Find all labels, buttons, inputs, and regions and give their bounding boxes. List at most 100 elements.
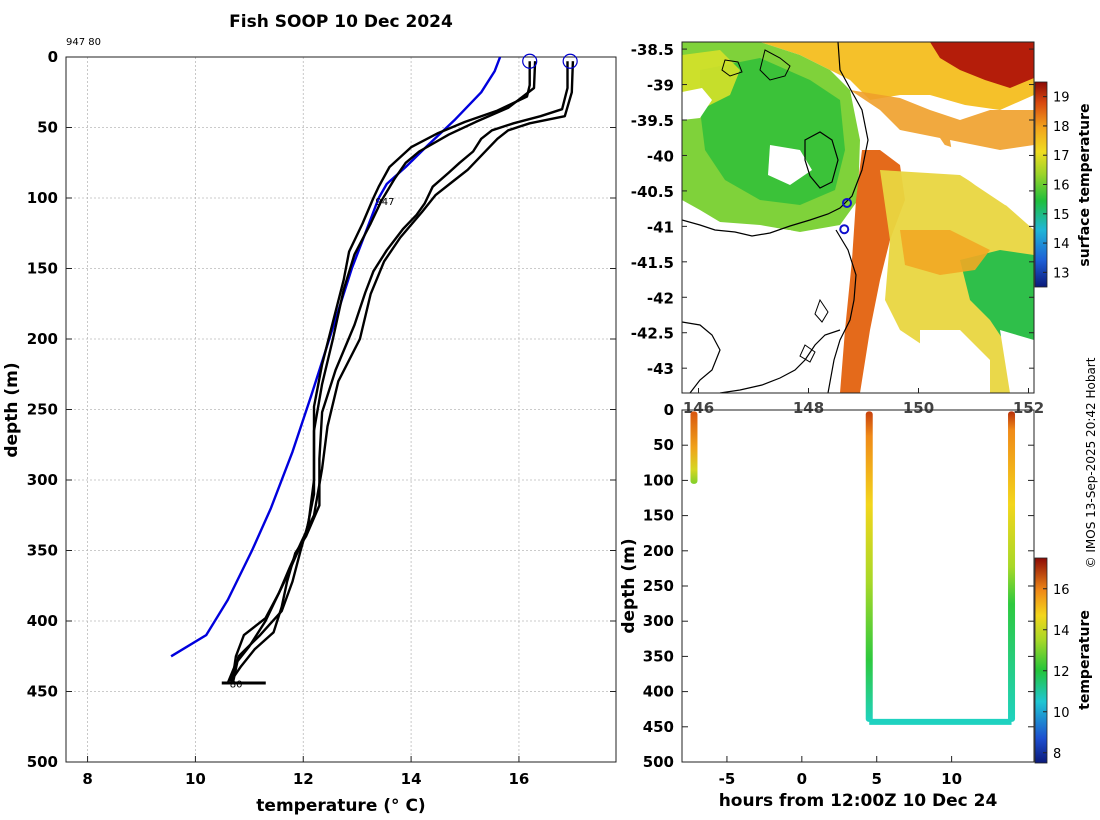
profile-y-tick-label: 150 — [27, 260, 58, 278]
coastline-islands — [721, 49, 829, 363]
map-lon-tick-label: 152 — [1013, 399, 1044, 417]
section-y-tick-label: 450 — [643, 718, 674, 736]
cloud-gap-2 — [682, 210, 835, 393]
section-x-tick-label: 5 — [872, 770, 882, 788]
map-lat-tick-label: -42.5 — [631, 325, 674, 343]
profile-top-annotation: 947 80 — [66, 37, 101, 48]
map-track-point — [842, 197, 852, 208]
section-y-tick-label: 50 — [653, 436, 674, 454]
profile-series-line — [232, 61, 537, 682]
profile-series-annotation: 80 — [230, 679, 243, 690]
profile-y-tick-label: 300 — [27, 471, 58, 489]
figure-title: Fish SOOP 10 Dec 2024 — [229, 12, 453, 32]
sst-colorbar-tick-label: 14 — [1053, 237, 1070, 252]
sst-colorbar-label: surface temperature — [1077, 103, 1093, 266]
map-lat-tick-label: -41 — [647, 218, 674, 236]
cloud-gap-4 — [900, 130, 955, 172]
profile-series-line — [226, 61, 575, 684]
profile-x-tick-label: 10 — [185, 770, 206, 788]
map-lat-tick-label: -39 — [647, 77, 674, 95]
section-x-label: hours from 12:00Z 10 Dec 24 — [719, 791, 998, 811]
profile-y-tick-label: 500 — [27, 753, 58, 771]
profile-y-tick-label: 400 — [27, 612, 58, 630]
temperature-colorbar-ticks: 8 10 12 14 16 — [1043, 583, 1070, 762]
map-track — [839, 197, 852, 235]
cloud-gap-1 — [682, 88, 712, 120]
profile-y-tick-label: 200 — [27, 330, 58, 348]
profile-x-label: temperature (° C) — [256, 796, 425, 816]
section-segment — [1008, 411, 1016, 722]
cloud-gap-6 — [920, 330, 990, 393]
temperature-colorbar-tick-label: 10 — [1053, 706, 1070, 721]
section-segments — [690, 411, 1016, 725]
section-axes-box — [681, 409, 1035, 763]
coastline-victoria — [682, 42, 869, 237]
map-lon-tick-label: 150 — [903, 399, 934, 417]
sst-colorbar-tick-label: 16 — [1053, 179, 1070, 194]
profile-y-tick-label: 250 — [27, 401, 58, 419]
profile-ticks: 8 10 12 14 16 0 50 100 150 200 250 300 350 400 450 500 — [27, 48, 616, 788]
section-y-tick-label: 100 — [643, 471, 674, 489]
profile-series-line — [170, 57, 502, 658]
map-ticks: -38.5 -39 -39.5 -40 -40.5 -41 -41.5 -42 -42.5 -43… — [631, 41, 1044, 417]
profile-y-tick-label: 350 — [27, 542, 58, 560]
profile-grid — [66, 56, 616, 763]
sst-colorbar-tick-label: 19 — [1053, 91, 1070, 106]
map-lat-tick-label: -40 — [647, 147, 674, 165]
section-x-tick-label: -5 — [719, 770, 736, 788]
map-lat-tick-label: -41.5 — [631, 254, 674, 272]
temperature-colorbar-tick-label: 14 — [1053, 624, 1070, 639]
temperature-colorbar-tick-label: 12 — [1053, 665, 1070, 680]
profile-chart: 8 10 12 14 16050100150200250300350400450500 … — [2, 37, 617, 816]
profile-x-tick-label: 14 — [401, 770, 422, 788]
map-track-point — [839, 224, 850, 235]
cloud-gap-7 — [1000, 330, 1034, 393]
sst-colorbar-tick-label: 13 — [1053, 266, 1070, 281]
profile-x-tick-label: 12 — [293, 770, 314, 788]
profile-markers — [522, 53, 578, 69]
profile-x-tick-label: 16 — [509, 770, 530, 788]
map-lat-tick-label: -43 — [647, 360, 674, 378]
map-field — [682, 42, 1034, 393]
section-y-tick-label: 150 — [643, 507, 674, 525]
section-segment — [690, 411, 698, 484]
cloud-gap-3 — [768, 145, 812, 185]
profile-x-tick-label: 8 — [82, 770, 92, 788]
sst-colorbar-ticks: 13 14 15 16 17 18 19 — [1043, 91, 1070, 281]
profile-y-tick-label: 50 — [37, 119, 58, 137]
profile-surface-marker — [562, 53, 578, 69]
coastline-tasmania — [682, 229, 857, 393]
map-lon-tick-label: 146 — [683, 399, 714, 417]
section-y-tick-label: 200 — [643, 542, 674, 560]
temperature-colorbar-tick-label: 16 — [1053, 583, 1070, 598]
profile-series-annotation: 947 — [375, 197, 394, 208]
map-lat-tick-label: -40.5 — [631, 183, 674, 201]
sst-south-orange — [900, 230, 990, 275]
profile-surface-marker — [522, 53, 538, 69]
temperature-colorbar-label: temperature — [1077, 610, 1093, 710]
sst-map: -38.5 -39 -39.5 -40 -40.5 -41 -41.5 -42 -42.5 -43… — [631, 41, 1093, 417]
profile-y-label: depth (m) — [2, 362, 22, 457]
coastline-flinders — [804, 131, 839, 189]
sst-hot-northeast — [930, 42, 1034, 88]
profile-axes-box — [65, 56, 617, 763]
profile-lines: 947 80 — [170, 57, 575, 690]
map-lat-tick-label: -42 — [647, 289, 674, 307]
temperature-colorbar-tick-label: 8 — [1053, 747, 1061, 762]
sst-south-yellow — [880, 170, 1034, 393]
section-y-tick-label: 0 — [664, 401, 674, 419]
credit-text: © IMOS 13-Sep-2025 20:42 Hobart — [1084, 357, 1098, 568]
map-lat-tick-label: -39.5 — [631, 112, 674, 130]
cloud-gap-5 — [950, 140, 1034, 215]
section-y-tick-label: 500 — [643, 753, 674, 771]
section-y-tick-label: 350 — [643, 647, 674, 665]
section-y-tick-label: 300 — [643, 612, 674, 630]
profile-y-tick-label: 100 — [27, 189, 58, 207]
sst-colorbar-tick-label: 18 — [1053, 120, 1070, 135]
sst-colorbar-tick-label: 17 — [1053, 149, 1070, 164]
section-y-tick-label: 400 — [643, 683, 674, 701]
profile-y-tick-label: 450 — [27, 683, 58, 701]
